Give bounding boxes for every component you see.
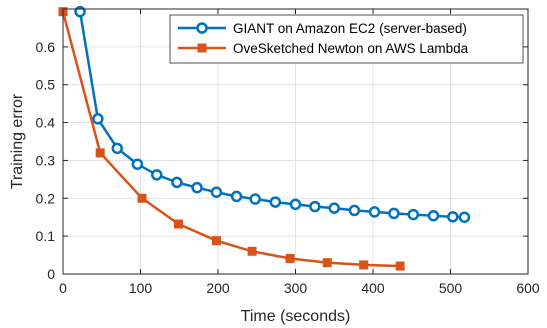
- series-0: [74, 5, 471, 223]
- data-point: [95, 148, 105, 158]
- y-tick-label: 0.4: [36, 115, 56, 131]
- data-point: [458, 211, 471, 223]
- series-layer: [58, 5, 471, 271]
- data-point: [230, 190, 243, 203]
- legend: GIANT on Amazon EC2 (server-based) OveSk…: [169, 14, 524, 64]
- data-point: [191, 181, 203, 194]
- data-point: [151, 169, 163, 181]
- x-tick-label: 300: [284, 280, 308, 296]
- data-point: [269, 196, 282, 208]
- axis-ticks: [62, 9, 529, 275]
- data-point: [249, 193, 261, 205]
- data-point: [309, 200, 321, 213]
- data-point: [328, 202, 340, 214]
- x-axis-title: Time (seconds): [241, 308, 351, 325]
- legend-entry-oversketched: OveSketched Newton on AWS Lambda: [178, 41, 469, 56]
- x-tick-label: 0: [59, 280, 67, 296]
- data-point: [131, 158, 144, 170]
- x-tick-label: 100: [129, 280, 153, 296]
- data-point: [348, 204, 361, 217]
- legend-entry-giant: GIANT on Amazon EC2 (server-based): [178, 21, 467, 36]
- legend-marker-giant: [196, 22, 208, 34]
- y-tick-label: 0.6: [36, 39, 56, 55]
- y-tick-label: 0: [47, 266, 55, 282]
- data-point: [171, 176, 183, 189]
- x-tick-label: 400: [361, 280, 385, 296]
- data-point: [111, 142, 123, 155]
- data-point: [447, 211, 459, 223]
- data-point: [92, 113, 104, 125]
- data-point: [210, 186, 223, 198]
- y-tick-label: 0.5: [36, 77, 56, 93]
- data-point: [388, 207, 400, 220]
- legend-marker-oversketched: [197, 43, 207, 53]
- data-point: [427, 209, 440, 222]
- legend-label-oversketched: OveSketched Newton on AWS Lambda: [233, 41, 469, 56]
- data-point: [211, 236, 221, 246]
- tick-labels: 0 100 200 300 400 500 600 0 0.1 0.2 0.3 0.4 0.5 0.6: [36, 39, 540, 296]
- data-point: [137, 193, 147, 203]
- y-tick-label: 0.1: [36, 228, 56, 244]
- data-point: [368, 206, 381, 218]
- legend-box: [169, 14, 524, 64]
- y-axis-title: Training error: [9, 93, 26, 189]
- y-tick-label: 0.2: [36, 190, 56, 206]
- data-point: [289, 198, 302, 211]
- data-point: [395, 261, 405, 271]
- x-tick-label: 500: [439, 280, 463, 296]
- data-point: [407, 208, 420, 221]
- legend-label-giant: GIANT on Amazon EC2 (server-based): [233, 21, 467, 36]
- x-tick-label: 600: [516, 280, 540, 296]
- data-point: [359, 260, 369, 270]
- data-point: [285, 253, 295, 263]
- y-tick-label: 0.3: [36, 152, 56, 168]
- x-tick-label: 200: [206, 280, 230, 296]
- data-point: [322, 258, 332, 268]
- data-point: [173, 219, 183, 229]
- series-line: [61, 11, 401, 268]
- data-point: [247, 246, 257, 256]
